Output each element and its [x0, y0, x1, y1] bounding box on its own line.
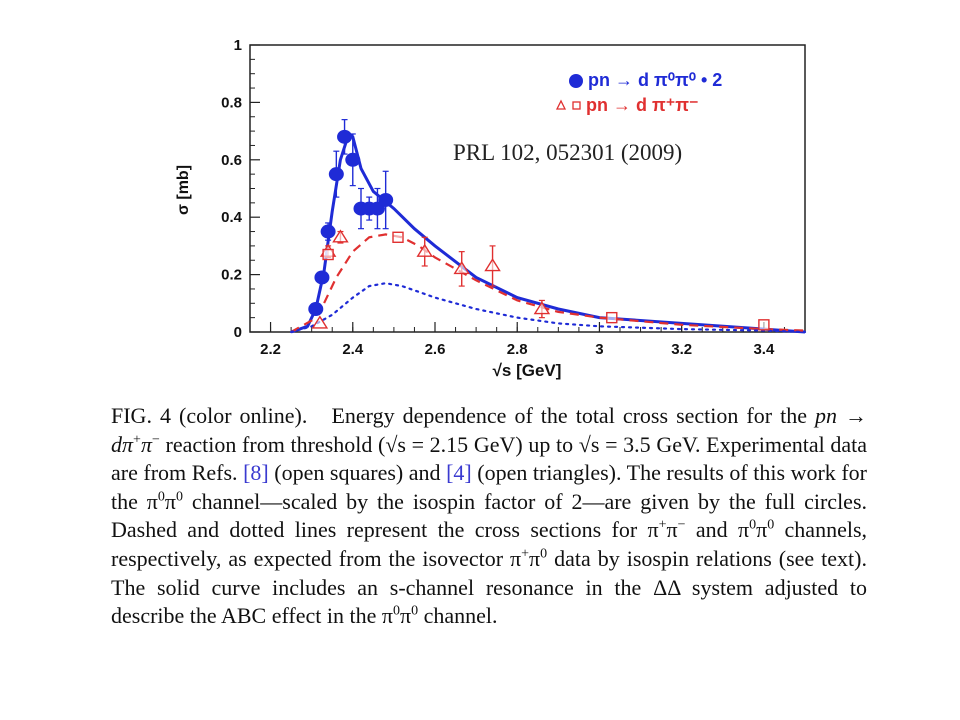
y-axis-label: σ [mb]	[175, 165, 192, 215]
y-tick-label: 0.2	[221, 267, 242, 284]
data-point-open-square	[392, 231, 404, 243]
caption-text: reaction from threshold (√s = 2.15 GeV) …	[111, 431, 867, 486]
sup: +	[521, 546, 530, 562]
x-tick-label: 2.6	[425, 341, 446, 358]
caption-text: π	[164, 488, 176, 514]
y-tick-label: 0.4	[221, 209, 243, 226]
caption-text: π	[399, 603, 412, 629]
caption-fig-label: FIG. 4 (color online).	[111, 403, 308, 428]
data-point-filled-circle	[328, 167, 344, 182]
caption-text: data by isospin relations (see text). Th…	[111, 545, 867, 629]
sup: −	[151, 432, 160, 448]
data-point-open-triangle	[311, 315, 329, 329]
y-tick-label: 1	[234, 37, 242, 54]
data-point-filled-circle	[308, 302, 324, 317]
sup: +	[133, 432, 141, 448]
reference-link-8[interactable]: [8]	[243, 460, 269, 486]
caption-text: channel—scaled by the isospin factor of …	[111, 488, 868, 543]
reference-link-4[interactable]: [4]	[446, 460, 472, 486]
x-tick-label: 3	[595, 341, 603, 358]
caption-text: channels, respectively, as expected from…	[111, 517, 868, 571]
data-point-filled-circle	[337, 129, 353, 144]
caption-reaction: pn → dπ	[111, 403, 868, 457]
data-point-filled-circle	[345, 152, 361, 167]
figure-caption: FIG. 4 (color online). Energy dependence…	[111, 402, 867, 631]
sup: 0	[392, 603, 400, 619]
y-tick-labels: 0 0.2 0.4 0.6 0.8 1	[221, 37, 243, 341]
sup: 0	[411, 603, 419, 619]
data-point-open-square	[606, 311, 618, 324]
sup: −	[677, 518, 686, 534]
x-tick-label: 2.8	[507, 341, 528, 358]
legend-label-pipluspiminus: pn → d π⁺π⁻	[586, 95, 699, 115]
data-point-open-square	[322, 248, 334, 261]
y-tick-label: 0.8	[221, 94, 242, 111]
legend-marker-open-square	[572, 101, 581, 110]
data-point-open-triangle	[533, 301, 551, 315]
legend-label-pi0pi0: pn → d π⁰π⁰ • 2	[588, 70, 722, 90]
caption-text: (open triangles). The results of this wo…	[111, 460, 867, 514]
y-tick-label: 0.6	[221, 152, 242, 169]
sup: 0	[540, 546, 548, 562]
data-point-filled-circle	[378, 192, 394, 207]
figure-plot: 0 0.2 0.4 0.6 0.8 1 2.2 2.4 2.6 2.8 3 3.2 3.4 σ [mb…	[175, 37, 807, 380]
data-point-open-triangle	[332, 229, 349, 243]
x-axis-label: √s [GeV]	[493, 361, 562, 380]
x-tick-labels: 2.2 2.4 2.6 2.8 3 3.2 3.4	[260, 341, 775, 358]
sup: +	[658, 518, 667, 534]
legend-marker-filled-circle	[569, 74, 583, 88]
x-tick-label: 3.4	[753, 341, 775, 358]
caption-text: π	[666, 517, 678, 543]
x-tick-label: 2.2	[260, 341, 281, 358]
reference-annotation: PRL 102, 052301 (2009)	[453, 140, 682, 165]
y-tick-label: 0	[234, 324, 242, 341]
caption-text: π	[756, 517, 768, 543]
data-point-open-triangle	[484, 258, 501, 272]
sup: 0	[767, 518, 775, 534]
sup: 0	[749, 518, 757, 534]
caption-text: channel.	[418, 603, 498, 629]
data-point-open-square	[758, 319, 770, 331]
caption-text: Energy dependence of the total cross sec…	[331, 403, 815, 428]
data-points	[308, 119, 770, 331]
dashed-curve	[290, 233, 806, 333]
legend: pn → d π⁰π⁰ • 2 pn → d π⁺π⁻	[555, 70, 722, 115]
dotted-curve	[290, 282, 807, 334]
caption-text: (open squares) and	[268, 460, 447, 486]
data-point-filled-circle	[320, 224, 336, 239]
data-point-open-triangle	[453, 260, 470, 275]
sup: 0	[157, 489, 165, 505]
x-tick-label: 2.4	[342, 341, 364, 358]
caption-pi: π	[140, 431, 152, 457]
x-tick-label: 3.2	[671, 341, 692, 358]
data-point-filled-circle	[314, 270, 330, 285]
data-point-open-triangle	[416, 243, 433, 257]
caption-text: and π	[685, 517, 750, 543]
sup: 0	[176, 489, 183, 505]
legend-marker-open-triangle	[555, 99, 567, 110]
caption-text: π	[529, 545, 541, 571]
